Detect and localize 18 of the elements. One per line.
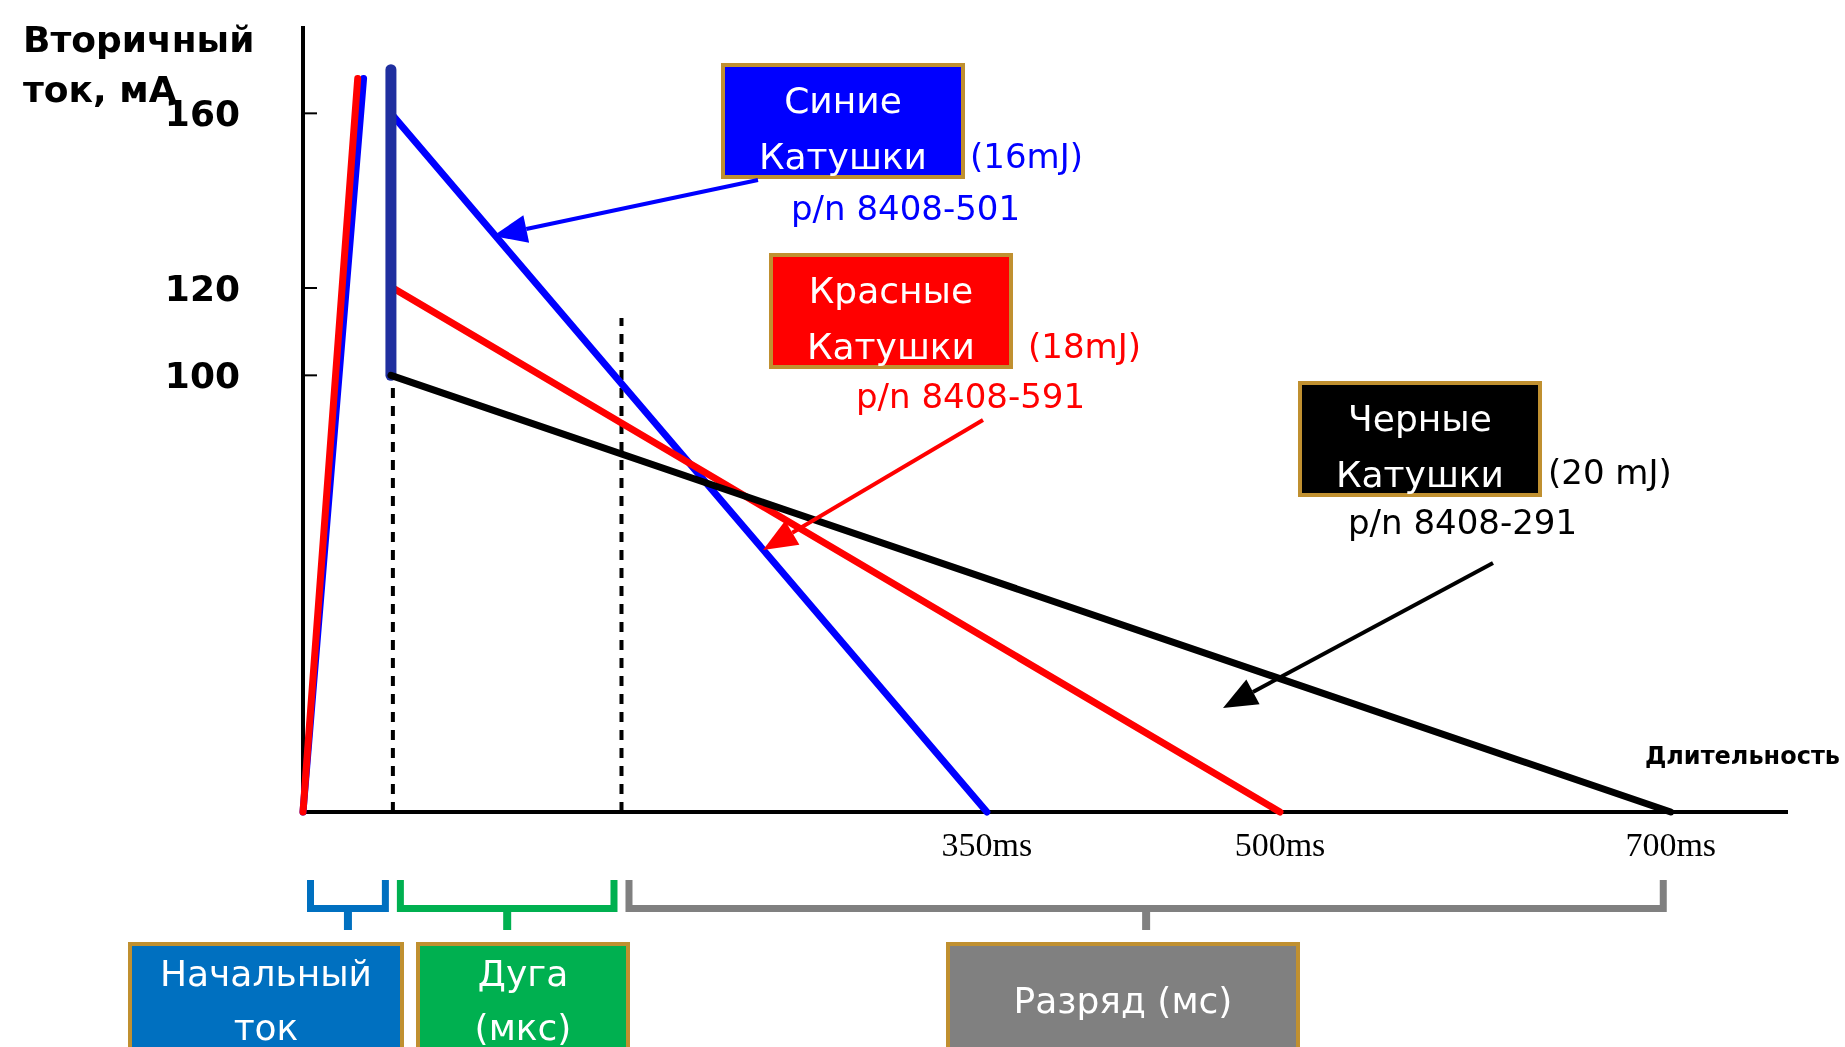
text: Разряд (мс) <box>1013 980 1233 1021</box>
annotation: p/n 8408-501 <box>791 188 1021 228</box>
x-tick-label: 500ms <box>1234 826 1326 863</box>
annotation: (18mJ) <box>1028 326 1141 366</box>
text: Дуга (мкс) <box>474 953 572 1047</box>
annotation: p/n 8408-591 <box>856 376 1086 416</box>
y-tick-label: 100 <box>164 354 240 396</box>
text: Черные Катушки <box>1336 398 1504 495</box>
x-axis-title: Длительность <box>1644 742 1840 770</box>
x-tick-label: 350ms <box>941 826 1033 863</box>
text: Красные Катушки <box>807 270 975 367</box>
text: Синие Катушки <box>759 80 927 177</box>
y-tick-label: 120 <box>164 267 240 309</box>
annotation: (16mJ) <box>970 136 1083 176</box>
x-tick-label: 700ms <box>1625 826 1717 863</box>
annotation: p/n 8408-291 <box>1348 502 1578 542</box>
annotation: (20 mJ) <box>1548 452 1672 492</box>
text: Начальный ток <box>159 953 373 1047</box>
